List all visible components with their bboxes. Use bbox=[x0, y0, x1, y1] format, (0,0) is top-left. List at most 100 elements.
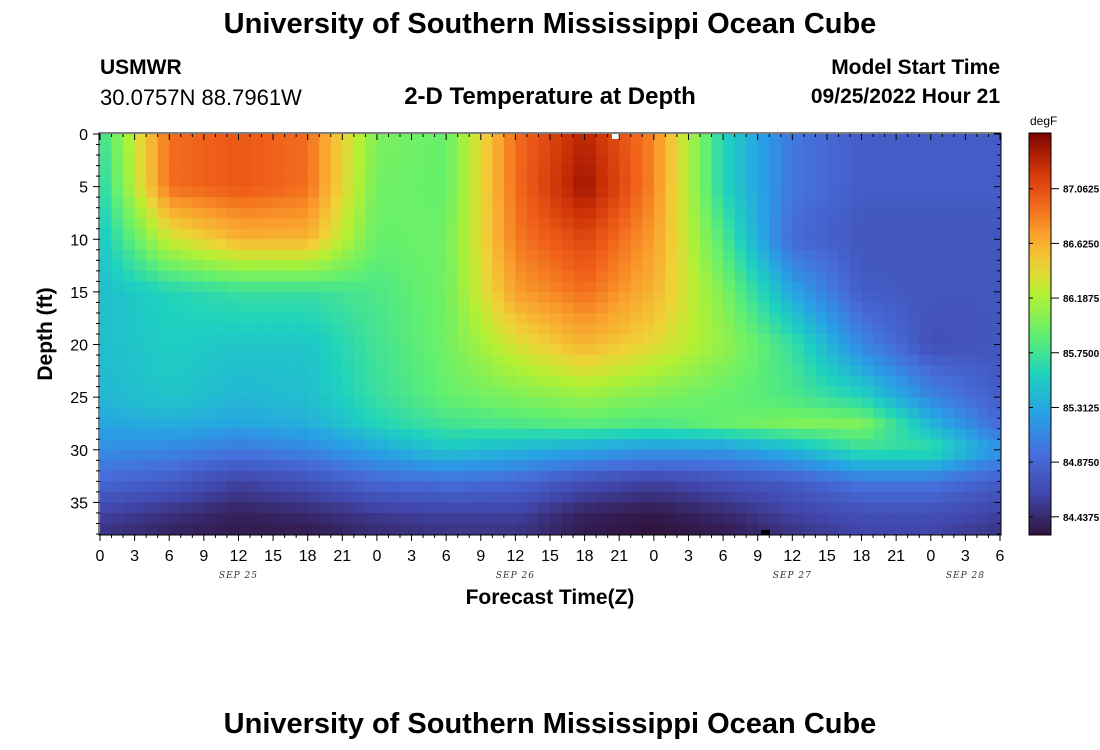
heatmap-cell bbox=[596, 449, 609, 461]
heatmap-cell bbox=[942, 197, 955, 209]
heatmap-cell bbox=[919, 418, 932, 430]
heatmap-cell bbox=[953, 218, 966, 230]
heatmap-cell bbox=[192, 460, 205, 472]
heatmap-cell bbox=[146, 176, 159, 188]
heatmap-cell bbox=[100, 176, 113, 188]
heatmap-cell bbox=[238, 502, 251, 514]
heatmap-cell bbox=[734, 134, 747, 146]
colorbar-tick-label: 85.3125 bbox=[1063, 403, 1100, 414]
heatmap-cell bbox=[342, 502, 355, 514]
heatmap-cell bbox=[700, 470, 713, 482]
heatmap-cell bbox=[411, 376, 424, 388]
heatmap-cell bbox=[123, 134, 136, 146]
heatmap-cell bbox=[376, 397, 390, 409]
heatmap-cell bbox=[261, 491, 274, 504]
heatmap-cell bbox=[976, 355, 990, 367]
heatmap-cell bbox=[423, 207, 436, 219]
heatmap-cell bbox=[734, 428, 747, 440]
heatmap-cell bbox=[815, 323, 828, 335]
heatmap-cell bbox=[653, 407, 666, 419]
heatmap-cell bbox=[907, 470, 920, 482]
heatmap-cell bbox=[607, 523, 620, 535]
heatmap-cell bbox=[723, 197, 736, 209]
heatmap-cell bbox=[850, 407, 863, 419]
heatmap-cell bbox=[134, 155, 147, 167]
heatmap-cell bbox=[896, 239, 909, 251]
heatmap-cell bbox=[792, 397, 805, 409]
heatmap-cell bbox=[226, 470, 240, 482]
heatmap-cell bbox=[792, 186, 805, 198]
heatmap-cell bbox=[100, 323, 113, 335]
heatmap-cell bbox=[734, 344, 747, 356]
heatmap-cell bbox=[376, 334, 390, 346]
heatmap-cell bbox=[942, 155, 955, 167]
heatmap-cell bbox=[584, 376, 597, 388]
heatmap-cell bbox=[815, 239, 828, 251]
heatmap-cell bbox=[573, 312, 586, 325]
heatmap-cell bbox=[526, 428, 540, 440]
heatmap-cell bbox=[723, 491, 736, 504]
heatmap-cell bbox=[711, 386, 724, 398]
heatmap-cell bbox=[907, 365, 920, 377]
heatmap-cell bbox=[434, 155, 447, 167]
heatmap-cell bbox=[492, 323, 505, 335]
heatmap-cell bbox=[907, 218, 920, 230]
heatmap-cell bbox=[550, 418, 563, 430]
heatmap-cell bbox=[873, 260, 886, 272]
heatmap-cell bbox=[480, 418, 493, 430]
heatmap-cell bbox=[746, 239, 759, 251]
heatmap-cell bbox=[146, 418, 159, 430]
heatmap-cell bbox=[561, 270, 574, 282]
heatmap-cell bbox=[688, 281, 701, 293]
heatmap-cell bbox=[988, 418, 1001, 430]
heatmap-cell bbox=[642, 281, 655, 293]
heatmap-cell bbox=[619, 439, 632, 451]
heatmap-cell bbox=[953, 323, 966, 335]
heatmap-cell bbox=[100, 197, 113, 209]
heatmap-cell bbox=[388, 239, 401, 251]
heatmap-cell bbox=[676, 439, 690, 451]
heatmap-cell bbox=[607, 397, 620, 409]
heatmap-cell bbox=[896, 386, 909, 398]
heatmap-cell bbox=[976, 323, 990, 335]
heatmap-cell bbox=[630, 523, 643, 535]
heatmap-cell bbox=[988, 239, 1001, 251]
heatmap-cell bbox=[457, 186, 470, 198]
heatmap-cell bbox=[596, 197, 609, 209]
heatmap-cell bbox=[930, 418, 943, 430]
heatmap-cell bbox=[561, 512, 574, 525]
heatmap-cell bbox=[434, 228, 447, 240]
heatmap-cell bbox=[492, 344, 505, 356]
heatmap-cell bbox=[400, 344, 413, 356]
heatmap-cell bbox=[919, 491, 932, 504]
heatmap-cell bbox=[503, 239, 516, 251]
heatmap-cell bbox=[342, 334, 355, 346]
date-label: SEP 25 bbox=[219, 571, 258, 581]
heatmap-cell bbox=[480, 481, 493, 493]
heatmap-cell bbox=[100, 512, 113, 525]
heatmap-cell bbox=[596, 523, 609, 535]
heatmap-cell bbox=[780, 481, 793, 493]
heatmap-cell bbox=[642, 523, 655, 535]
heatmap-cell bbox=[226, 460, 240, 472]
heatmap-cell bbox=[284, 376, 297, 388]
heatmap-cell bbox=[273, 418, 286, 430]
heatmap-cell bbox=[942, 270, 955, 282]
heatmap-cell bbox=[273, 270, 286, 282]
heatmap-cell bbox=[780, 239, 793, 251]
heatmap-cell bbox=[446, 186, 459, 198]
heatmap-cell bbox=[192, 260, 205, 272]
heatmap-cell bbox=[826, 407, 840, 419]
heatmap-cell bbox=[700, 291, 713, 304]
heatmap-cell bbox=[215, 386, 228, 398]
heatmap-cell bbox=[330, 439, 343, 451]
heatmap-cell bbox=[919, 365, 932, 377]
heatmap-cell bbox=[676, 218, 690, 230]
heatmap-cell bbox=[353, 397, 366, 409]
heatmap-cell bbox=[584, 323, 597, 335]
heatmap-cell bbox=[446, 386, 459, 398]
heatmap-cell bbox=[261, 144, 274, 156]
heatmap-cell bbox=[619, 523, 632, 535]
heatmap-cell bbox=[238, 355, 251, 367]
heatmap-cell bbox=[284, 302, 297, 314]
